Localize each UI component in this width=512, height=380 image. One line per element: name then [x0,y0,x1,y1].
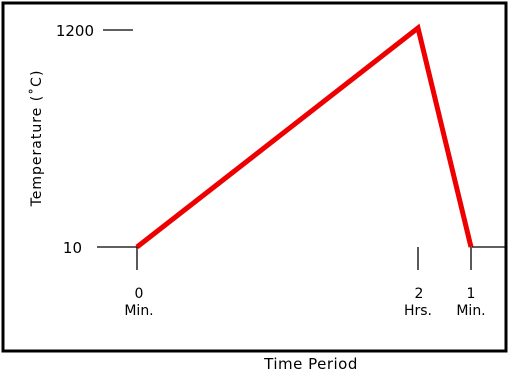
x-tick-value-1: 1 [467,286,476,302]
series-layer [135,23,474,249]
x-tick-unit-0: Min. [124,303,153,319]
x-tick-unit-2: Hrs. [404,303,432,319]
temperature-profile-line [135,23,474,249]
y-tick-label-10: 10 [63,239,82,257]
y-axis-label: Temperature (˚C) [28,70,45,208]
x-tick-unit-1: Min. [456,303,485,319]
x-tick-value-0: 0 [135,286,144,302]
x-axis-label: Time Period [263,355,358,373]
x-tick-value-2: 2 [415,286,424,302]
y-tick-label-1200: 1200 [56,22,94,40]
chart-frame [1,1,508,353]
